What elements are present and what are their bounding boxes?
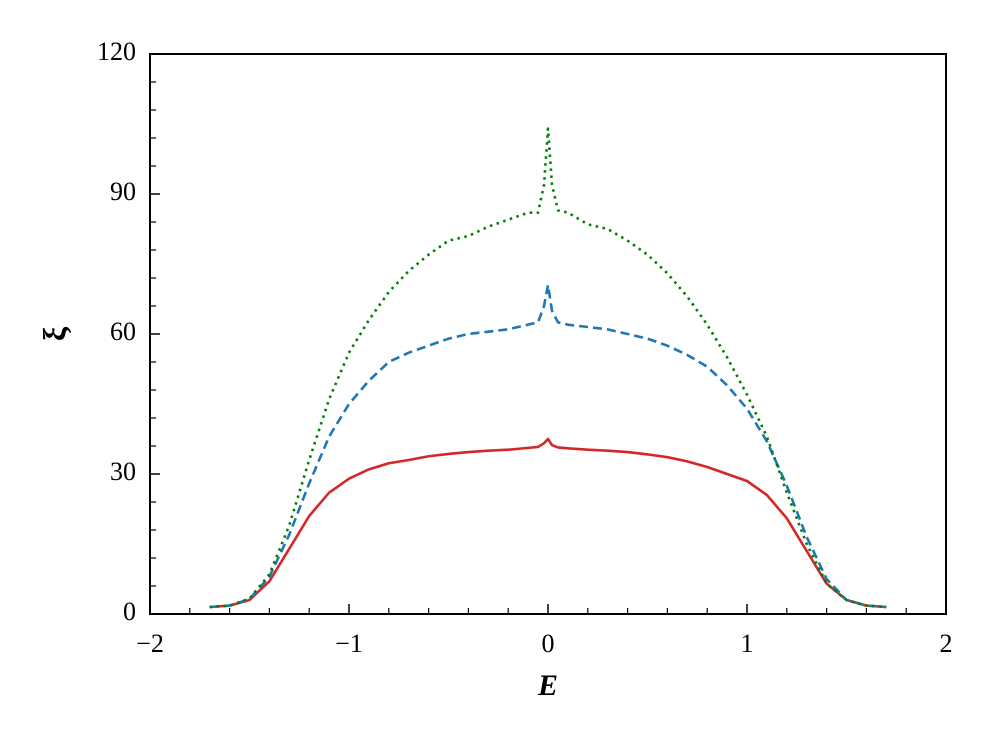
y-tick-label: 0 (123, 597, 136, 626)
x-tick-label: −2 (136, 629, 164, 658)
line-series (209, 127, 887, 609)
x-tick-label: 2 (940, 629, 953, 658)
y-tick-label: 90 (110, 177, 136, 206)
y-tick-label: 60 (110, 317, 136, 346)
plot-frame (149, 53, 947, 615)
x-tick-label: 1 (741, 629, 754, 658)
line-series (209, 437, 887, 609)
y-tick-label: 120 (97, 37, 136, 66)
x-tick-label: −1 (335, 629, 363, 658)
y-axis-label: ξ (36, 326, 72, 341)
x-tick-label: 0 (542, 629, 555, 658)
x-axis-label: E (537, 669, 558, 702)
line-series (209, 283, 887, 609)
y-tick-label: 30 (110, 457, 136, 486)
